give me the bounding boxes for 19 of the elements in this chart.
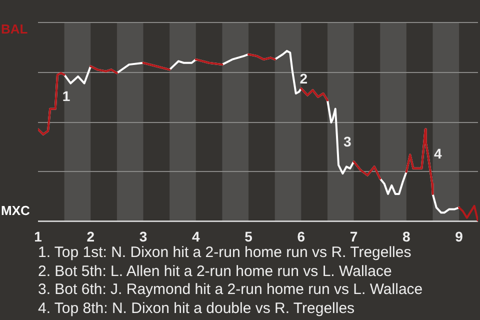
annotation: 4 (434, 146, 442, 162)
x-tick-label: 2 (86, 228, 95, 244)
text: 1. Top 1st: N. Dixon hit a 2-run home run vs R. Tregelles (38, 244, 412, 262)
x-tick-label: 3 (139, 228, 148, 244)
x-tick-label: 7 (350, 228, 358, 244)
text: BAL (1, 22, 28, 37)
text: 3. Bot 6th: J. Raymond hit a 2-run home run vs L. Wallace (38, 281, 423, 300)
annotation: 1 (62, 88, 70, 104)
x-tick-label: 8 (402, 228, 411, 244)
x-tick-label: 9 (455, 228, 464, 244)
x-tick-label: 4 (192, 228, 200, 244)
text: 2. Bot 5th: L. Allen hit a 2-run home run vs L. Wallace (38, 262, 393, 281)
x-tick-label: 6 (297, 228, 306, 244)
x-tick-label: 5 (244, 228, 253, 244)
text: 4. Top 8th: N. Dixon hit a double vs R. Tregelles (38, 300, 356, 318)
text: MXC (1, 202, 30, 218)
annotation: 3 (343, 134, 352, 150)
annotation: 2 (300, 70, 308, 87)
x-tick-label: 1 (34, 228, 42, 244)
